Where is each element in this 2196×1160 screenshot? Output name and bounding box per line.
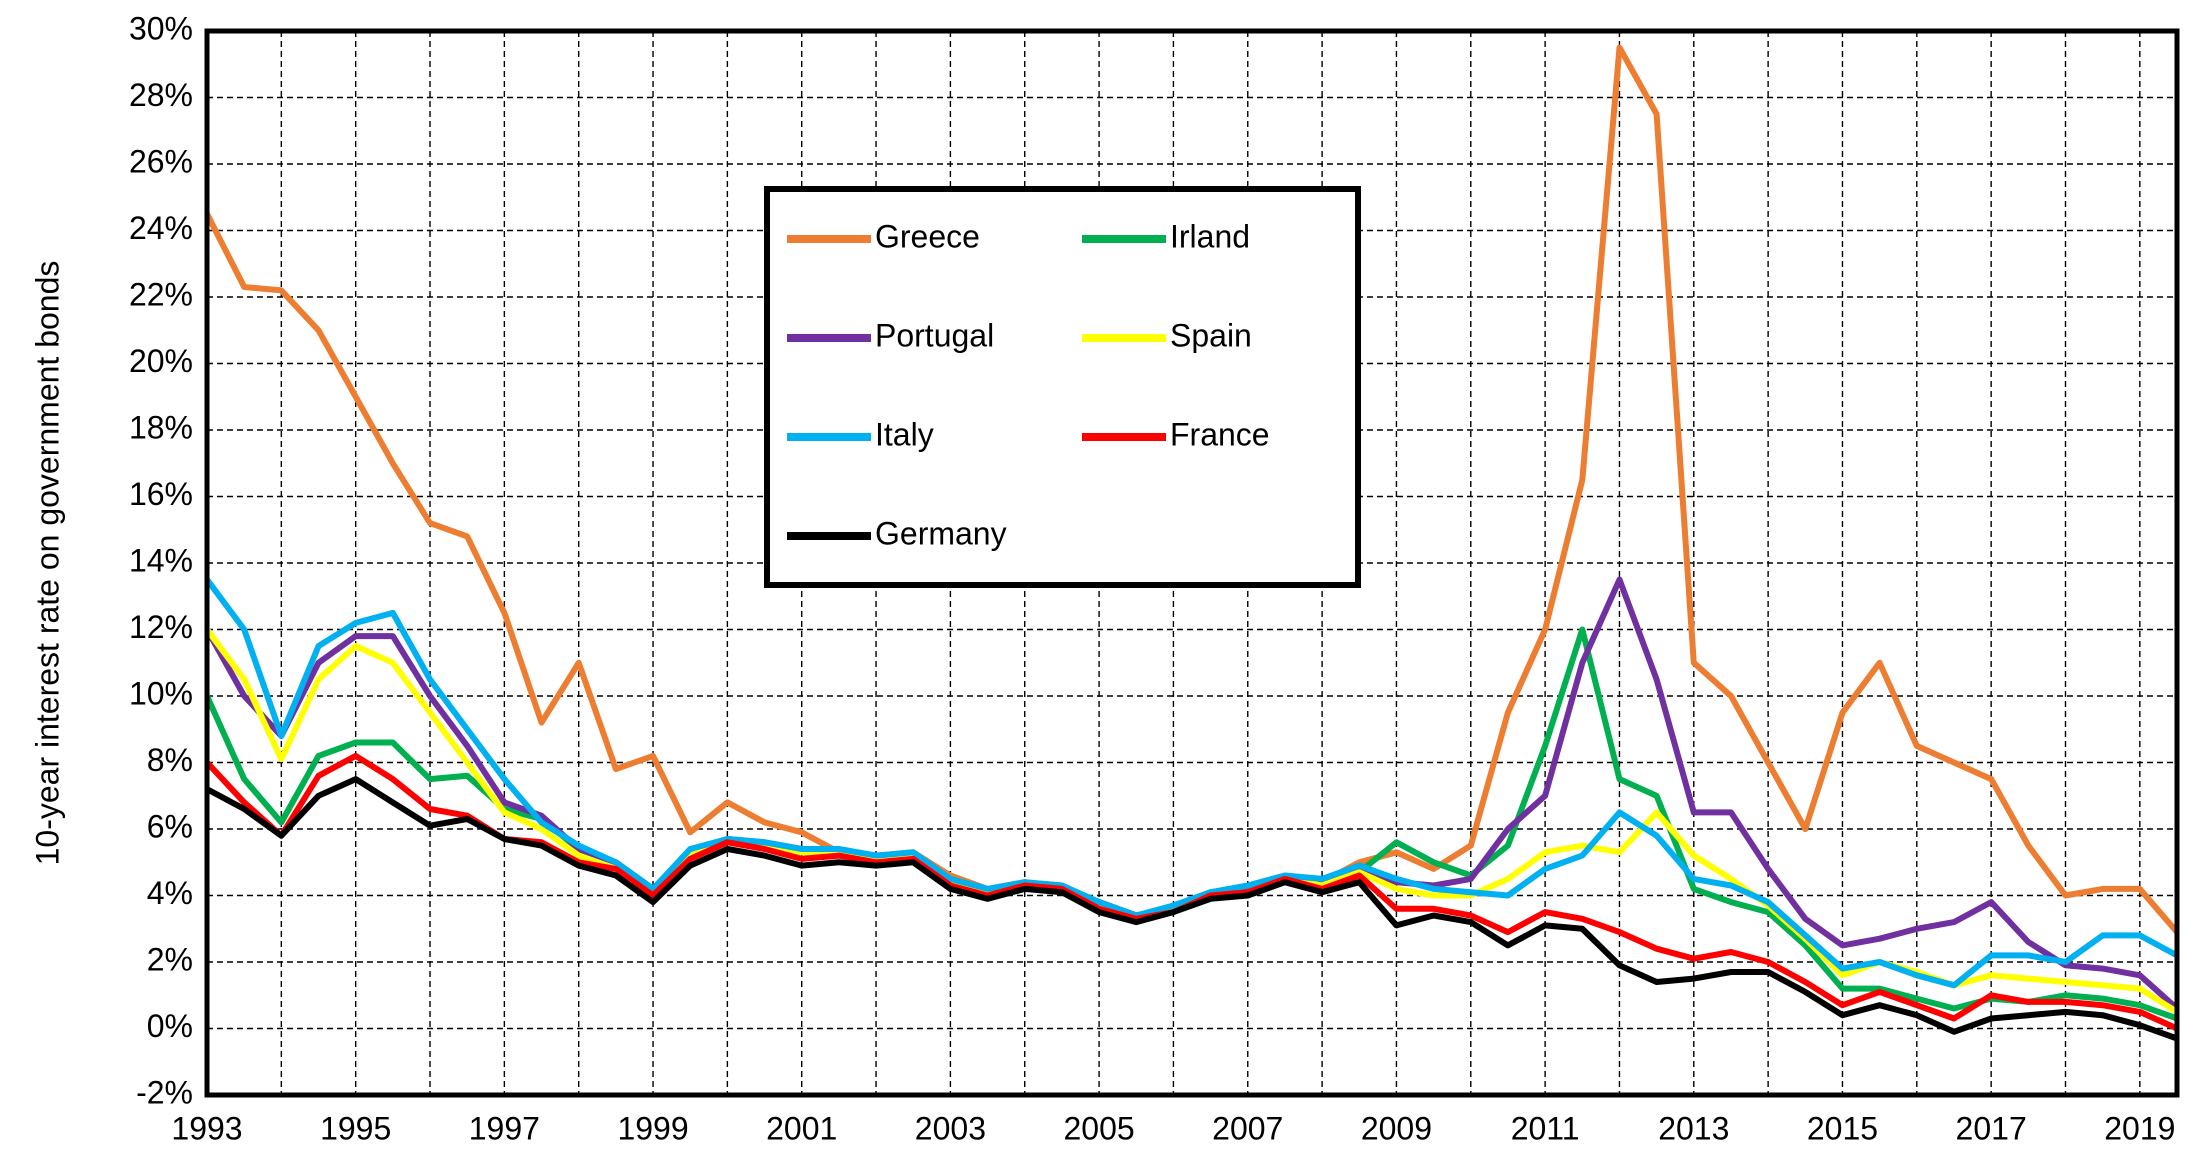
series-line <box>204 627 2179 1015</box>
x-tick-label: 1995 <box>320 1110 391 1146</box>
y-tick-label: 20% <box>129 343 193 379</box>
y-tick-label: 4% <box>147 875 193 911</box>
y-tick-label: 28% <box>129 77 193 113</box>
x-tick-label: 1999 <box>617 1110 688 1146</box>
x-tick-label: 2011 <box>1511 1110 1580 1146</box>
x-tick-label: 2005 <box>1063 1110 1134 1146</box>
y-tick-label: 18% <box>129 409 193 445</box>
x-tick-label: 2007 <box>1212 1110 1283 1146</box>
x-tick-label: 1997 <box>469 1110 540 1146</box>
series-line <box>204 576 2179 1011</box>
x-tick-label: 2009 <box>1361 1110 1432 1146</box>
legend-label: Italy <box>875 416 934 452</box>
x-tick-label: 2001 <box>766 1110 837 1146</box>
y-tick-label: 24% <box>129 210 193 246</box>
y-tick-label: 6% <box>147 808 193 844</box>
y-tick-label: 22% <box>129 276 193 312</box>
legend-label: Portugal <box>875 317 994 353</box>
plot-frame <box>204 28 2180 1098</box>
y-tick-label: 12% <box>129 609 193 645</box>
y-axis-label: 10-year interest rate on government bond… <box>29 261 65 866</box>
x-tick-label: 2003 <box>915 1110 986 1146</box>
series-line <box>205 776 2179 1042</box>
legend-label: France <box>1170 416 1270 452</box>
x-tick-label: 2017 <box>1956 1110 2027 1146</box>
legend-label: Germany <box>875 515 1007 551</box>
y-tick-label: 0% <box>147 1008 193 1044</box>
legend-label: Spain <box>1170 317 1252 353</box>
y-tick-label: 30% <box>129 10 193 46</box>
legend-label: Irland <box>1170 218 1250 254</box>
legend-box <box>764 186 1361 588</box>
y-tick-label: 2% <box>147 941 193 977</box>
y-tick-label: 16% <box>129 476 193 512</box>
y-tick-label: 10% <box>129 675 193 711</box>
y-tick-label: -2% <box>136 1074 193 1110</box>
y-tick-label: 8% <box>147 742 193 778</box>
y-tick-label: 14% <box>129 542 193 578</box>
series-line <box>204 577 2179 989</box>
x-tick-label: 2013 <box>1658 1110 1729 1146</box>
x-tick-label: 1993 <box>171 1110 242 1146</box>
x-tick-label: 2015 <box>1807 1110 1878 1146</box>
x-tick-label: 2019 <box>2104 1110 2175 1146</box>
y-tick-label: 26% <box>129 143 193 179</box>
legend-label: Greece <box>875 218 980 254</box>
